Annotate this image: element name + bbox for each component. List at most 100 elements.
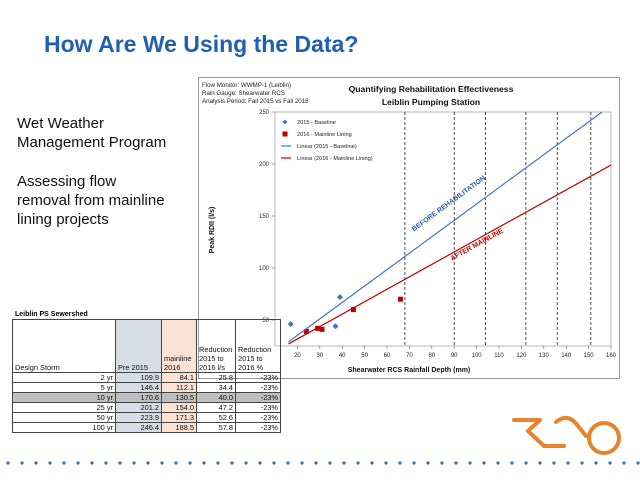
chart-gauge-text: Rain Gauge: Shearwater RCS: [202, 90, 285, 97]
chart-x-axis-label: Shearwater RCS Rainfall Depth (mm): [348, 367, 471, 374]
table-cell: 188.5: [161, 422, 197, 433]
decorative-dot: [384, 461, 388, 465]
table-row: 5 yr 146.4 112.1 34.4 -23%: [12, 382, 281, 393]
decorative-dot: [328, 461, 332, 465]
decorative-dot: [622, 461, 626, 465]
x-tick-label: 20: [294, 353, 301, 359]
table-cell: 40.0: [196, 392, 236, 403]
table-cell: 246.4: [115, 422, 162, 433]
decorative-dot: [300, 461, 304, 465]
table-caption: Leiblin PS Sewershed: [15, 311, 88, 318]
legend-swatch: [282, 131, 288, 137]
chart-title: Quantifying Rehabilitation Effectiveness: [349, 84, 514, 94]
header-reduction-ls: Reduction 2015 to 2016 l/s: [196, 319, 236, 373]
trendline-3: [288, 164, 611, 345]
header-design-storm: Design Storm: [12, 319, 116, 373]
decorative-dot: [636, 461, 640, 465]
legend-label: 2016 - Mainline Lining: [297, 132, 352, 138]
y-tick-label: 150: [259, 214, 270, 220]
chart-monitor-text: Flow Monitor: WWMP-1 (Leiblin): [202, 82, 291, 89]
decorative-dot: [286, 461, 290, 465]
x-tick-label: 30: [316, 353, 323, 359]
x-tick-label: 50: [361, 353, 368, 359]
table-cell: 5 yr: [12, 382, 116, 393]
decorative-dot: [496, 461, 500, 465]
decorative-dot: [258, 461, 262, 465]
legend-swatch: [282, 119, 288, 125]
decorative-dot: [188, 461, 192, 465]
bullet-wet-weather: Wet Weather Management Program: [17, 115, 167, 151]
y-tick-label: 250: [259, 110, 270, 116]
table-cell: 154.0: [161, 402, 197, 413]
decorative-dots-divider: [6, 461, 640, 465]
legend-label: Linear (2015 - Baseline): [297, 144, 357, 150]
x-tick-label: 70: [406, 353, 413, 359]
data-point-2016: [397, 296, 403, 302]
table-header-row: Design Storm Pre 2015 mainline 2016 Redu…: [12, 319, 281, 373]
x-tick-label: 130: [539, 353, 550, 359]
decorative-dot: [90, 461, 94, 465]
table-cell: 130.5: [161, 392, 197, 403]
decorative-dot: [20, 461, 24, 465]
decorative-dot: [524, 461, 528, 465]
table-body: 2 yr 109.9 84.1 25.8 -23% 5 yr 146.4 112.1 34.4-…: [12, 372, 281, 433]
trendline-2: [288, 112, 603, 343]
table-cell: 100 yr: [12, 422, 116, 433]
data-point-2016: [350, 307, 356, 313]
x-tick-label: 140: [561, 353, 572, 359]
legend-label: Linear (2016 - Mainline Lining): [297, 156, 373, 162]
decorative-dot: [454, 461, 458, 465]
decorative-dot: [34, 461, 38, 465]
orange-swoosh-logo-icon: [512, 415, 621, 455]
x-tick-label: 90: [451, 353, 458, 359]
decorative-dot: [594, 461, 598, 465]
table-row: 2 yr 109.9 84.1 25.8 -23%: [12, 372, 281, 383]
table-cell: 170.6: [115, 392, 162, 403]
table-row: 25 yr 201.2 154.0 47.2 -23%: [12, 402, 281, 413]
x-tick-label: 60: [384, 353, 391, 359]
table-cell: -23%: [235, 392, 281, 403]
table-cell: 112.1: [161, 382, 197, 393]
table-cell: 84.1: [161, 372, 197, 383]
table-cell: 52.6: [196, 412, 236, 423]
table-cell: 57.8: [196, 422, 236, 433]
decorative-dot: [132, 461, 136, 465]
decorative-dot: [342, 461, 346, 465]
decorative-dot: [76, 461, 80, 465]
data-point-2015: [287, 321, 294, 328]
decorative-dot: [314, 461, 318, 465]
x-tick-label: 40: [339, 353, 346, 359]
table-cell: -23%: [235, 372, 281, 383]
x-tick-label: 120: [516, 353, 527, 359]
decorative-dot: [62, 461, 66, 465]
table-cell: -23%: [235, 382, 281, 393]
slide-title: How Are We Using the Data?: [44, 31, 359, 57]
y-tick-label: 200: [259, 162, 270, 168]
header-mainline-2016: mainline 2016: [161, 319, 197, 373]
legend-label: 2015 - Baseline: [297, 120, 336, 126]
decorative-dot: [426, 461, 430, 465]
decorative-dot: [440, 461, 444, 465]
header-reduction-pct: Reduction 2015 to 2016 %: [235, 319, 281, 373]
decorative-dot: [174, 461, 178, 465]
decorative-dot: [482, 461, 486, 465]
table-cell: 25 yr: [12, 402, 116, 413]
decorative-dot: [468, 461, 472, 465]
bullet-assessing-flow: Assessing flow removal from mainline lin…: [17, 173, 165, 228]
table-cell: 25.8: [196, 372, 236, 383]
decorative-dot: [580, 461, 584, 465]
decorative-dot: [6, 461, 10, 465]
decorative-dot: [118, 461, 122, 465]
y-tick-label: 100: [259, 266, 270, 272]
table-cell: 171.3: [161, 412, 197, 423]
decorative-dot: [216, 461, 220, 465]
table-cell: 201.2: [115, 402, 162, 413]
table-cell: 34.4: [196, 382, 236, 393]
table-cell: 109.9: [115, 372, 162, 383]
table-cell: 10 yr: [12, 392, 116, 403]
table-cell: 47.2: [196, 402, 236, 413]
chart-subtitle: Leiblin Pumping Station: [382, 97, 480, 107]
x-tick-label: 160: [606, 353, 617, 359]
decorative-dot: [272, 461, 276, 465]
data-point-2015: [332, 323, 339, 330]
